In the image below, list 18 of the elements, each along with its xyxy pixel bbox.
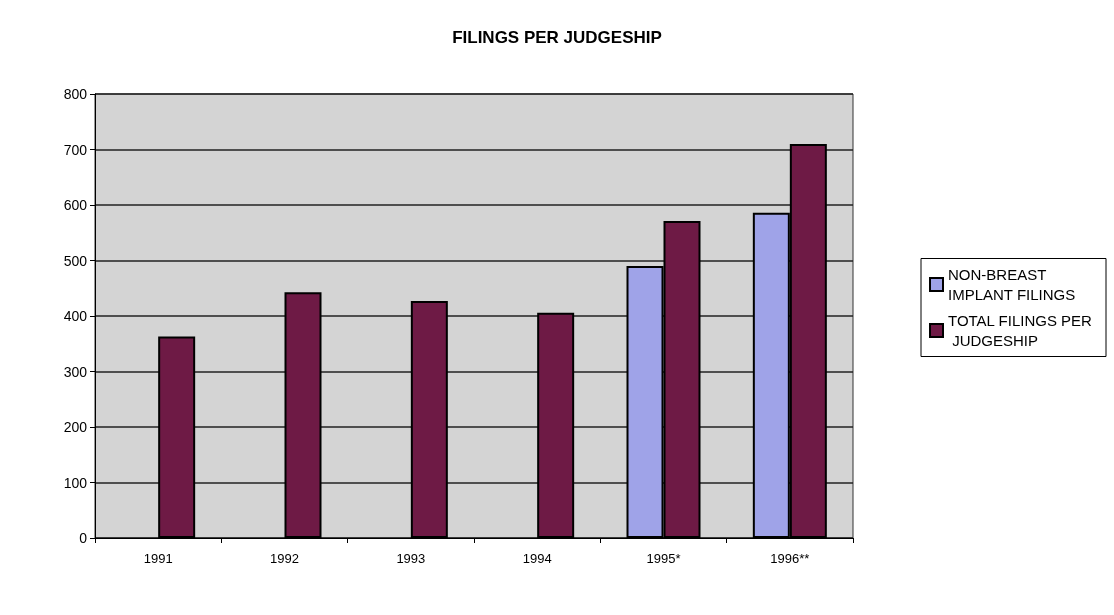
legend-label: TOTAL FILINGS PER JUDGESHIP bbox=[948, 312, 1093, 349]
x-tick-label: 1996** bbox=[770, 551, 810, 566]
x-tick-label: 1992 bbox=[270, 551, 299, 566]
x-tick-label: 1991 bbox=[143, 551, 173, 566]
y-tick-label: 800 bbox=[63, 86, 88, 102]
y-tick-label: 500 bbox=[63, 252, 88, 269]
y-tick-label: 400 bbox=[63, 308, 88, 324]
y-tick-label: 100 bbox=[63, 474, 88, 491]
y-tick-label: 200 bbox=[63, 419, 88, 435]
legend-label: NON-BREAST IMPLANT FILINGS bbox=[948, 266, 1076, 303]
y-tick-label: 700 bbox=[63, 141, 88, 158]
y-tick-label: 0 bbox=[79, 530, 88, 546]
x-tick-label: 1994 bbox=[522, 551, 552, 566]
x-tick-label: 1993 bbox=[396, 551, 426, 566]
x-tick-label: 1995* bbox=[646, 551, 681, 566]
chart-title: FILINGS PER JUDGESHIP bbox=[452, 28, 662, 47]
y-tick-label: 300 bbox=[63, 363, 88, 380]
y-tick-label: 600 bbox=[63, 197, 88, 213]
